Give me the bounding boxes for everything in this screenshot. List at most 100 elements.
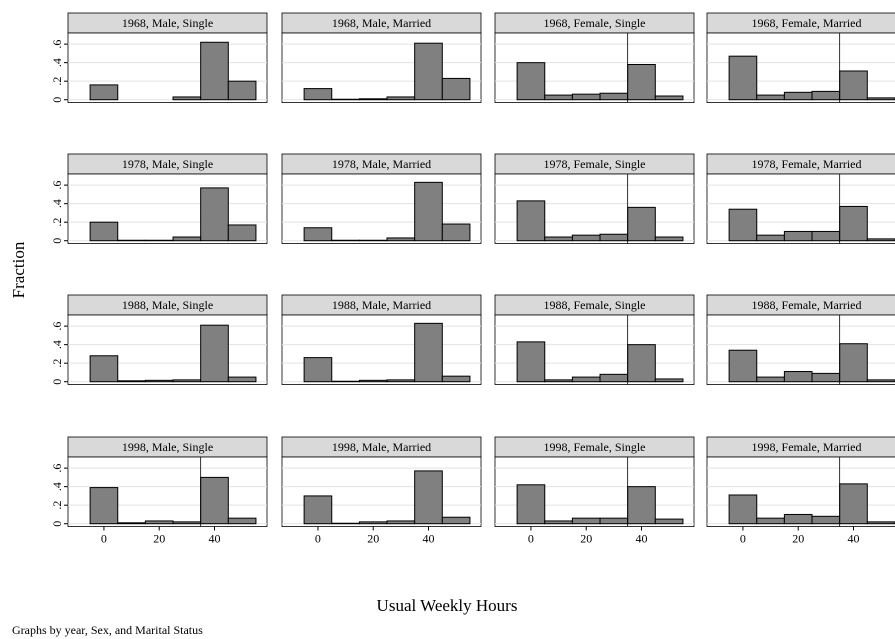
bar bbox=[866, 97, 895, 101]
y-tick-label: .4 bbox=[50, 199, 64, 208]
x-tick-label: 20 bbox=[792, 532, 804, 546]
bar bbox=[172, 379, 202, 383]
panel-title: 1978, Female, Married bbox=[752, 157, 862, 171]
bar bbox=[627, 206, 656, 242]
y-tick-label: 0 bbox=[50, 521, 64, 527]
y-tick-label: .6 bbox=[50, 322, 64, 331]
bar bbox=[571, 93, 601, 101]
x-tick-label: 40 bbox=[422, 532, 434, 546]
panel-title: 1968, Male, Single bbox=[122, 16, 213, 30]
bar bbox=[516, 200, 546, 242]
bar bbox=[227, 80, 257, 101]
bar bbox=[866, 238, 895, 242]
bar bbox=[227, 517, 257, 525]
x-tick-label: 0 bbox=[528, 532, 534, 546]
x-tick-label: 0 bbox=[101, 532, 107, 546]
bar bbox=[200, 476, 229, 525]
bar bbox=[200, 41, 229, 101]
bar bbox=[571, 376, 601, 383]
bar bbox=[227, 376, 257, 383]
bar bbox=[544, 520, 573, 525]
bar bbox=[627, 344, 656, 383]
bar bbox=[811, 372, 841, 383]
bar bbox=[89, 355, 119, 383]
bar bbox=[839, 483, 868, 525]
bar bbox=[441, 223, 471, 242]
bar bbox=[866, 379, 895, 383]
bar bbox=[544, 379, 573, 383]
bar bbox=[811, 515, 841, 525]
bar bbox=[811, 230, 841, 242]
panel-title: 1988, Female, Single bbox=[544, 298, 646, 312]
bar bbox=[200, 187, 229, 242]
bar bbox=[627, 486, 656, 525]
bar bbox=[654, 378, 684, 383]
bar bbox=[117, 522, 146, 525]
y-tick-label: .6 bbox=[50, 464, 64, 473]
bar bbox=[89, 221, 119, 242]
bar bbox=[200, 324, 229, 383]
bar bbox=[627, 64, 656, 101]
bar bbox=[358, 98, 388, 101]
bar bbox=[839, 205, 868, 242]
bar bbox=[654, 236, 684, 242]
bar bbox=[172, 521, 202, 525]
x-tick-label: 20 bbox=[153, 532, 165, 546]
bar bbox=[571, 517, 601, 525]
bar bbox=[756, 517, 785, 525]
y-tick-label: .2 bbox=[50, 218, 64, 227]
bar bbox=[89, 84, 119, 101]
bar bbox=[756, 94, 785, 101]
bar bbox=[303, 227, 333, 242]
bar bbox=[866, 521, 895, 525]
bar bbox=[414, 181, 443, 242]
panel-title: 1998, Female, Married bbox=[752, 440, 862, 454]
bar bbox=[144, 520, 174, 525]
y-tick-label: .2 bbox=[50, 359, 64, 368]
bar bbox=[516, 62, 546, 101]
bar bbox=[227, 224, 257, 242]
bar bbox=[358, 521, 388, 525]
bar bbox=[839, 343, 868, 383]
bar bbox=[599, 92, 629, 101]
bar bbox=[303, 88, 333, 101]
panel-title: 1968, Female, Single bbox=[544, 16, 646, 30]
panel-title: 1998, Male, Single bbox=[122, 440, 213, 454]
bar bbox=[599, 233, 629, 242]
x-tick-label: 0 bbox=[315, 532, 321, 546]
bar bbox=[414, 322, 443, 383]
bar bbox=[386, 237, 416, 242]
y-tick-label: .2 bbox=[50, 501, 64, 510]
bar bbox=[386, 379, 416, 383]
y-tick-label: 0 bbox=[50, 238, 64, 244]
x-tick-label: 40 bbox=[635, 532, 647, 546]
bar bbox=[728, 208, 758, 242]
bar bbox=[599, 373, 629, 383]
bar bbox=[756, 234, 785, 242]
panel-title: 1978, Male, Married bbox=[332, 157, 431, 171]
y-tick-label: .6 bbox=[50, 40, 64, 49]
bar bbox=[117, 380, 146, 383]
bar bbox=[811, 90, 841, 101]
bar bbox=[303, 495, 333, 525]
bar bbox=[516, 484, 546, 525]
y-tick-label: 0 bbox=[50, 97, 64, 103]
panel-title: 1968, Female, Married bbox=[752, 16, 862, 30]
bar bbox=[172, 96, 202, 101]
bar bbox=[144, 379, 174, 383]
y-tick-label: .2 bbox=[50, 77, 64, 86]
bar bbox=[89, 487, 119, 525]
bar bbox=[386, 520, 416, 525]
panel-title: 1968, Male, Married bbox=[332, 16, 431, 30]
bar bbox=[516, 341, 546, 383]
panel-title: 1998, Male, Married bbox=[332, 440, 431, 454]
y-tick-label: .4 bbox=[50, 482, 64, 491]
x-tick-label: 40 bbox=[847, 532, 859, 546]
y-tick-label: .4 bbox=[50, 58, 64, 67]
bar bbox=[414, 42, 443, 101]
bar bbox=[599, 517, 629, 525]
panel-title: 1988, Male, Married bbox=[332, 298, 431, 312]
y-tick-label: .6 bbox=[50, 181, 64, 190]
